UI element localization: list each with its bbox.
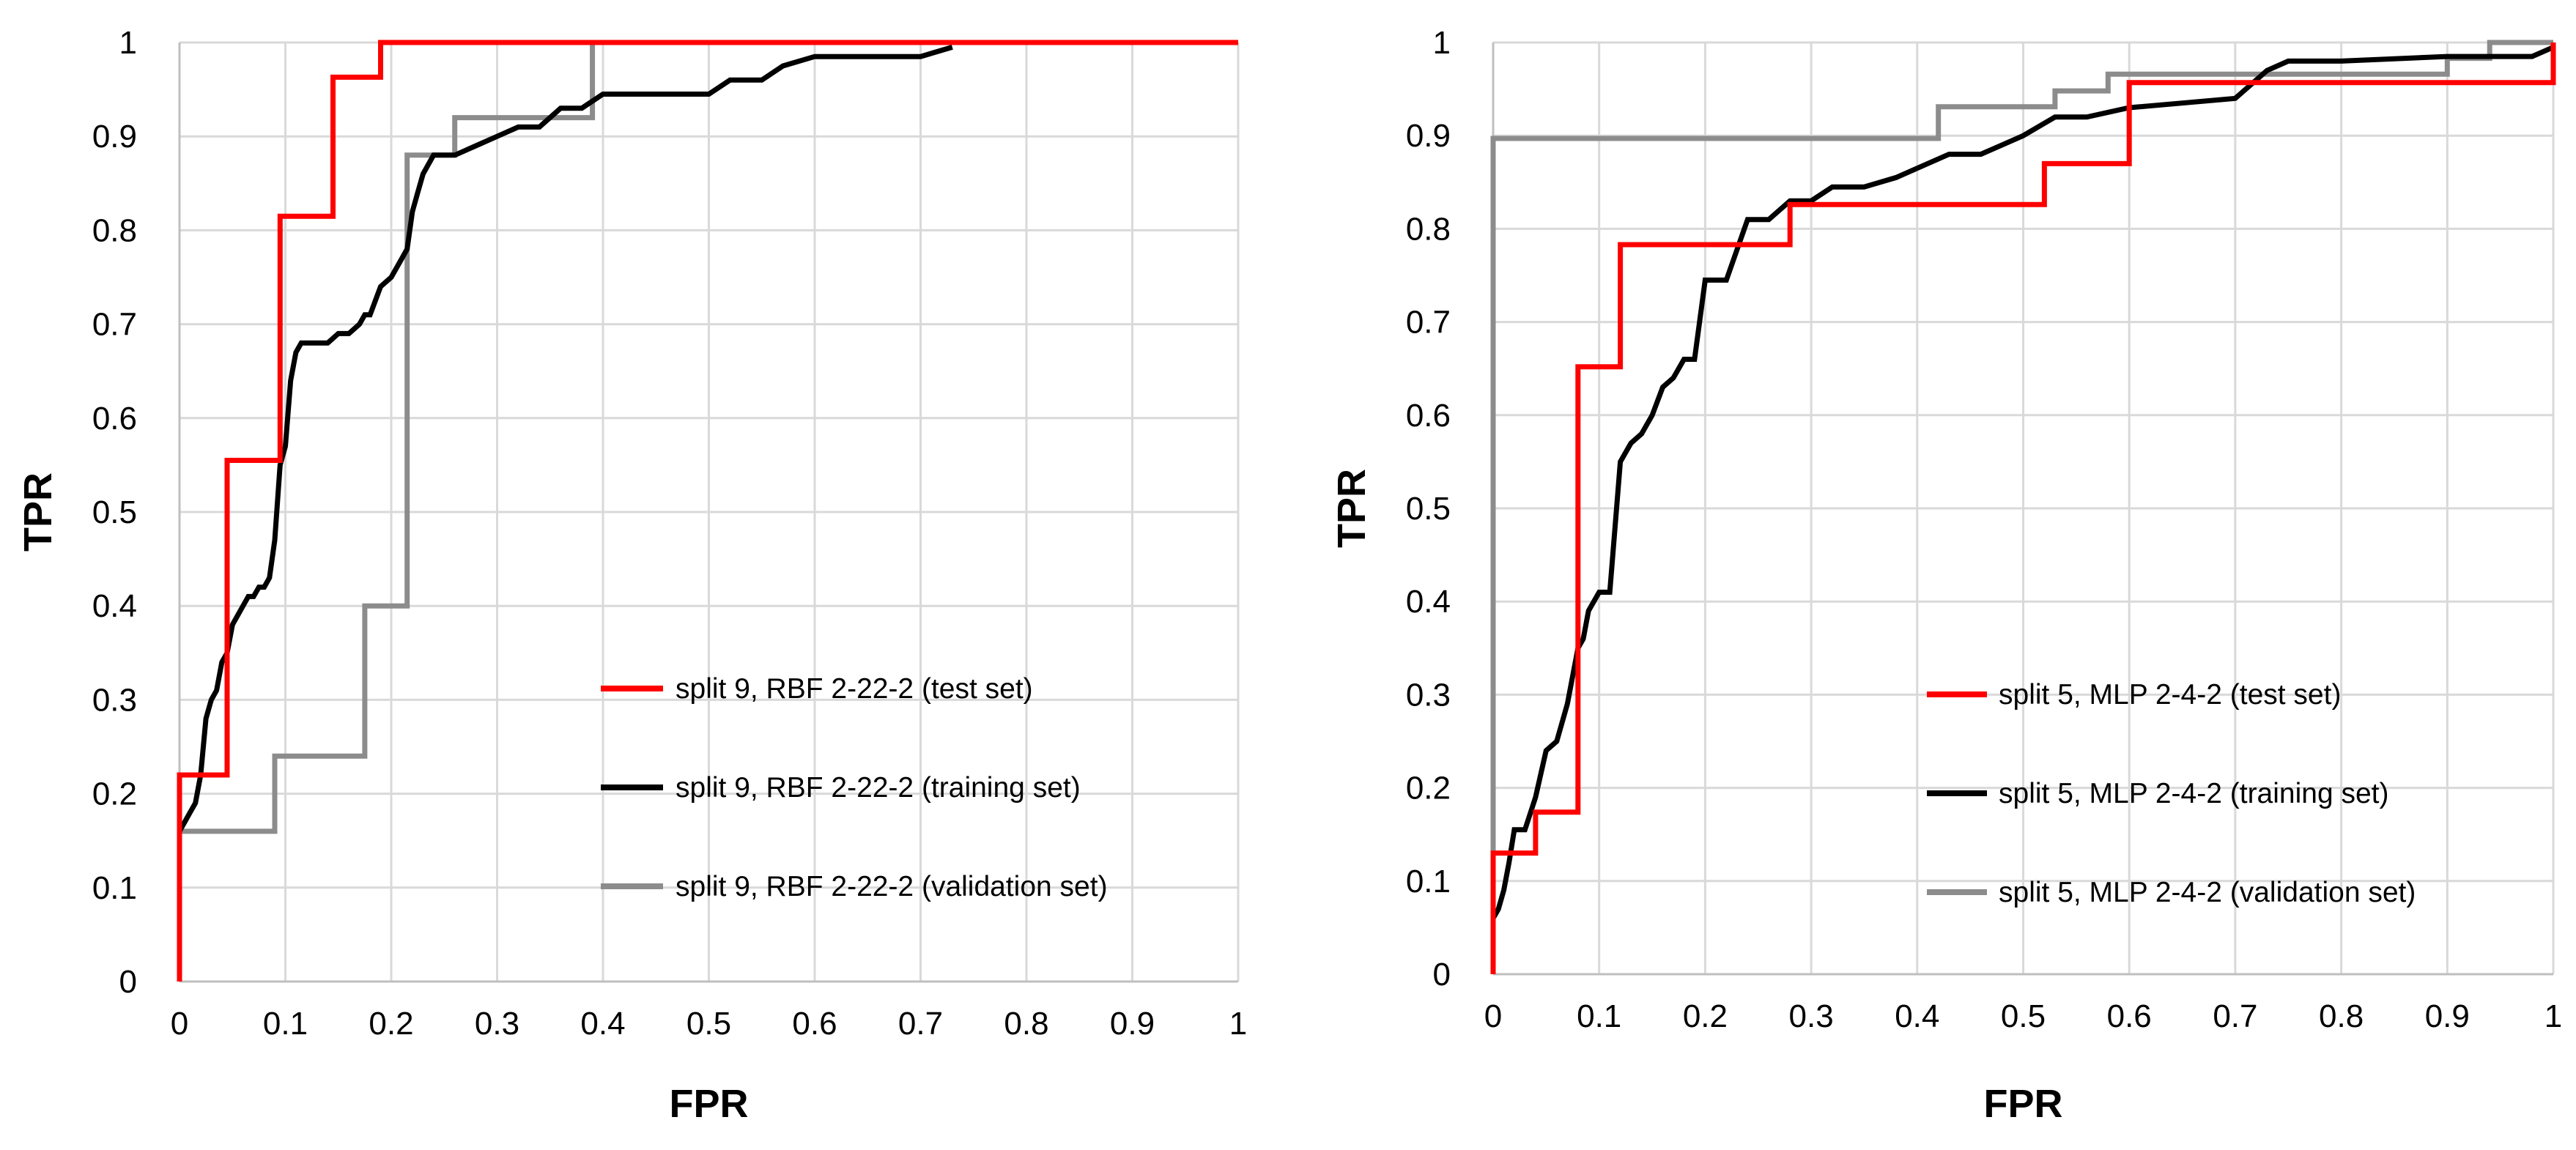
series-line-1 xyxy=(177,45,953,833)
x-tick-label: 1 xyxy=(1229,1006,1247,1042)
x-axis-title: FPR xyxy=(670,1082,749,1126)
y-tick-label: 0.7 xyxy=(1406,305,1451,341)
y-tick-label: 1 xyxy=(1433,25,1451,61)
y-axis-title: TPR xyxy=(16,472,60,552)
y-tick-label: 0.4 xyxy=(1406,584,1451,620)
x-tick-label: 0.6 xyxy=(792,1006,837,1042)
roc-chart-left: 0 0.1 0.2 0.3 0.4 0.5 0.6 0.7 0.8 0.9 1 0 0.1 0.2 0.3 0… xyxy=(16,25,1247,1126)
y-tick-label: 0.9 xyxy=(1406,118,1451,154)
legend-label: split 9, RBF 2-22-2 (validation set) xyxy=(676,871,1108,902)
x-tick-label: 0.3 xyxy=(1789,998,1834,1034)
series-line-0 xyxy=(1490,42,2556,974)
x-tick-label: 0.7 xyxy=(2213,998,2257,1034)
y-tick-label: 0.6 xyxy=(1406,398,1451,434)
x-tick-label: 0.4 xyxy=(580,1006,625,1042)
y-tick-label: 0.4 xyxy=(92,588,137,624)
x-tick-label: 0.4 xyxy=(1895,998,1939,1034)
roc-chart-right: 0 0.1 0.2 0.3 0.4 0.5 0.6 0.7 0.8 0.9 1 0 0.1 0.2 0.3 0… xyxy=(1330,25,2562,1126)
x-tick-label: 0.2 xyxy=(369,1006,413,1042)
y-tick-label: 0.3 xyxy=(92,682,137,718)
x-tick-label: 0.1 xyxy=(1577,998,1621,1034)
y-tick-label: 0.5 xyxy=(92,494,137,530)
x-axis-title: FPR xyxy=(1984,1082,2063,1126)
y-tick-label: 0.2 xyxy=(92,776,137,812)
y-axis-title: TPR xyxy=(1330,469,1374,548)
legend-label: split 9, RBF 2-22-2 (test set) xyxy=(676,673,1033,705)
x-tick-label: 0.3 xyxy=(475,1006,519,1042)
y-tick-label: 0 xyxy=(1433,957,1451,993)
gridlines xyxy=(178,41,1240,983)
y-tick-label: 0.6 xyxy=(92,401,137,437)
legend: split 5, MLP 2-4-2 (test set) split 5, ML… xyxy=(1927,679,2416,908)
y-tick-label: 1 xyxy=(119,25,137,61)
y-tick-label: 0.1 xyxy=(1406,864,1451,899)
series-line-1 xyxy=(1490,45,2555,920)
series-line-2 xyxy=(177,40,1238,982)
y-tick-label: 0.2 xyxy=(1406,771,1451,806)
y-tick-label: 0 xyxy=(119,964,137,1000)
y-tick-label: 0.3 xyxy=(1406,677,1451,713)
series-line-0 xyxy=(177,40,1238,982)
x-tick-label: 0.5 xyxy=(686,1006,731,1042)
x-tick-label: 0 xyxy=(1484,998,1502,1034)
x-tick-label: 0.7 xyxy=(898,1006,943,1042)
y-tick-label: 0.8 xyxy=(1406,211,1451,247)
x-tick-label: 0.8 xyxy=(1004,1006,1048,1042)
y-tick-label: 0.8 xyxy=(92,212,137,248)
y-tick-label: 0.1 xyxy=(92,870,137,906)
x-tick-label: 0 xyxy=(171,1006,188,1042)
x-tick-label: 0.1 xyxy=(263,1006,308,1042)
legend-label: split 5, MLP 2-4-2 (test set) xyxy=(1999,679,2341,711)
x-tick-label: 0.9 xyxy=(2425,998,2470,1034)
x-tick-label: 0.6 xyxy=(2107,998,2152,1034)
y-tick-label: 0.7 xyxy=(92,307,137,343)
x-tick-label: 0.2 xyxy=(1683,998,1728,1034)
x-tick-label: 0.5 xyxy=(2001,998,2046,1034)
legend-label: split 5, MLP 2-4-2 (validation set) xyxy=(1999,877,2416,908)
gridlines xyxy=(1492,41,2555,976)
legend-label: split 5, MLP 2-4-2 (training set) xyxy=(1999,778,2389,809)
x-tick-label: 0.8 xyxy=(2319,998,2364,1034)
x-tick-label: 1 xyxy=(2544,998,2562,1034)
x-tick-label: 0.9 xyxy=(1110,1006,1155,1042)
y-tick-label: 0.9 xyxy=(92,119,137,155)
legend: split 9, RBF 2-22-2 (test set) split 9, R… xyxy=(601,673,1108,902)
legend-label: split 9, RBF 2-22-2 (training set) xyxy=(676,772,1081,804)
y-tick-label: 0.5 xyxy=(1406,491,1451,527)
